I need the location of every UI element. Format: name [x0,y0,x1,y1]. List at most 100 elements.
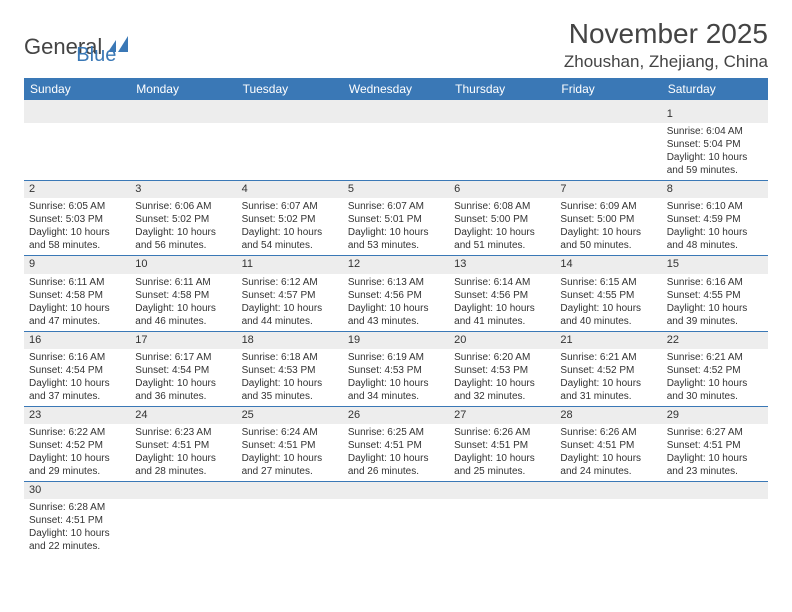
day-number: 1 [662,106,768,123]
day-detail-line: Sunset: 4:51 PM [135,439,231,452]
day-detail-line: and 58 minutes. [29,239,125,252]
day-number: 25 [237,407,343,424]
day-detail-line: Sunset: 4:51 PM [242,439,338,452]
day-detail-line: Sunrise: 6:28 AM [29,501,125,514]
day-details: Sunrise: 6:06 AMSunset: 5:02 PMDaylight:… [130,198,236,255]
day-details: Sunrise: 6:11 AMSunset: 4:58 PMDaylight:… [130,274,236,331]
day-detail-line: Sunset: 4:59 PM [667,213,763,226]
calendar-cell: 19Sunrise: 6:19 AMSunset: 4:53 PMDayligh… [343,332,449,406]
day-detail-line: and 37 minutes. [29,390,125,403]
calendar-cell: 15Sunrise: 6:16 AMSunset: 4:55 PMDayligh… [662,256,768,330]
calendar-cell: 4Sunrise: 6:07 AMSunset: 5:02 PMDaylight… [237,181,343,255]
day-detail-line: and 26 minutes. [348,465,444,478]
calendar-cell [130,106,236,180]
day-detail-line: Sunset: 4:51 PM [667,439,763,452]
day-details: Sunrise: 6:05 AMSunset: 5:03 PMDaylight:… [24,198,130,255]
day-details: Sunrise: 6:08 AMSunset: 5:00 PMDaylight:… [449,198,555,255]
day-number [343,106,449,123]
day-detail-line: and 35 minutes. [242,390,338,403]
day-detail-line: Sunset: 5:02 PM [242,213,338,226]
day-number [555,482,661,499]
day-number [130,106,236,123]
day-detail-line: and 47 minutes. [29,315,125,328]
day-label: Monday [130,78,236,100]
calendar-cell [343,482,449,556]
day-detail-line: Sunset: 4:52 PM [560,364,656,377]
day-number: 16 [24,332,130,349]
day-detail-line: and 59 minutes. [667,164,763,177]
day-detail-line: and 46 minutes. [135,315,231,328]
calendar-cell: 3Sunrise: 6:06 AMSunset: 5:02 PMDaylight… [130,181,236,255]
day-number [449,106,555,123]
day-detail-line: Sunset: 4:54 PM [29,364,125,377]
calendar-cell: 28Sunrise: 6:26 AMSunset: 4:51 PMDayligh… [555,407,661,481]
calendar-week: 2Sunrise: 6:05 AMSunset: 5:03 PMDaylight… [24,181,768,256]
page-subtitle: Zhoushan, Zhejiang, China [564,52,768,72]
day-number: 8 [662,181,768,198]
day-number: 4 [237,181,343,198]
day-details: Sunrise: 6:21 AMSunset: 4:52 PMDaylight:… [555,349,661,406]
day-detail-line: Sunset: 5:03 PM [29,213,125,226]
calendar-cell [237,482,343,556]
day-number: 29 [662,407,768,424]
day-detail-line: Sunset: 4:58 PM [29,289,125,302]
calendar-cell: 11Sunrise: 6:12 AMSunset: 4:57 PMDayligh… [237,256,343,330]
day-detail-line: Daylight: 10 hours [560,452,656,465]
day-detail-line: Sunset: 4:51 PM [348,439,444,452]
day-detail-line: and 40 minutes. [560,315,656,328]
day-detail-line: Daylight: 10 hours [29,302,125,315]
day-detail-line: Sunset: 4:53 PM [348,364,444,377]
day-detail-line: Daylight: 10 hours [667,226,763,239]
day-detail-line: Daylight: 10 hours [29,452,125,465]
day-number [555,106,661,123]
day-detail-line: Sunrise: 6:10 AM [667,200,763,213]
day-detail-line: Sunrise: 6:14 AM [454,276,550,289]
day-details: Sunrise: 6:11 AMSunset: 4:58 PMDaylight:… [24,274,130,331]
day-details: Sunrise: 6:26 AMSunset: 4:51 PMDaylight:… [555,424,661,481]
day-detail-line: Daylight: 10 hours [135,226,231,239]
day-detail-line: Daylight: 10 hours [454,377,550,390]
day-number: 27 [449,407,555,424]
day-number [449,482,555,499]
day-number: 7 [555,181,661,198]
day-detail-line: Sunset: 4:51 PM [29,514,125,527]
day-number: 13 [449,256,555,273]
day-number: 5 [343,181,449,198]
calendar-cell [449,106,555,180]
day-number: 12 [343,256,449,273]
day-detail-line: Sunset: 5:01 PM [348,213,444,226]
day-detail-line: Sunset: 4:55 PM [560,289,656,302]
day-detail-line: Daylight: 10 hours [667,377,763,390]
day-details: Sunrise: 6:20 AMSunset: 4:53 PMDaylight:… [449,349,555,406]
day-details: Sunrise: 6:12 AMSunset: 4:57 PMDaylight:… [237,274,343,331]
day-detail-line: and 32 minutes. [454,390,550,403]
day-details: Sunrise: 6:14 AMSunset: 4:56 PMDaylight:… [449,274,555,331]
day-detail-line: Sunrise: 6:06 AM [135,200,231,213]
day-details: Sunrise: 6:17 AMSunset: 4:54 PMDaylight:… [130,349,236,406]
day-number: 15 [662,256,768,273]
day-detail-line: Sunrise: 6:11 AM [29,276,125,289]
calendar-header-row: Sunday Monday Tuesday Wednesday Thursday… [24,78,768,100]
day-detail-line: Sunrise: 6:07 AM [348,200,444,213]
calendar: Sunday Monday Tuesday Wednesday Thursday… [24,78,768,556]
day-label: Wednesday [343,78,449,100]
day-detail-line: Sunset: 4:52 PM [667,364,763,377]
calendar-cell: 16Sunrise: 6:16 AMSunset: 4:54 PMDayligh… [24,332,130,406]
day-detail-line: and 44 minutes. [242,315,338,328]
day-detail-line: Sunrise: 6:27 AM [667,426,763,439]
day-detail-line: Sunrise: 6:26 AM [454,426,550,439]
calendar-cell: 7Sunrise: 6:09 AMSunset: 5:00 PMDaylight… [555,181,661,255]
calendar-cell: 24Sunrise: 6:23 AMSunset: 4:51 PMDayligh… [130,407,236,481]
day-detail-line: and 51 minutes. [454,239,550,252]
day-detail-line: and 28 minutes. [135,465,231,478]
day-detail-line: and 25 minutes. [454,465,550,478]
calendar-cell: 10Sunrise: 6:11 AMSunset: 4:58 PMDayligh… [130,256,236,330]
day-details: Sunrise: 6:25 AMSunset: 4:51 PMDaylight:… [343,424,449,481]
calendar-cell [662,482,768,556]
day-detail-line: and 29 minutes. [29,465,125,478]
day-number: 28 [555,407,661,424]
day-number: 24 [130,407,236,424]
day-label: Sunday [24,78,130,100]
day-detail-line: Sunrise: 6:18 AM [242,351,338,364]
day-details: Sunrise: 6:07 AMSunset: 5:01 PMDaylight:… [343,198,449,255]
